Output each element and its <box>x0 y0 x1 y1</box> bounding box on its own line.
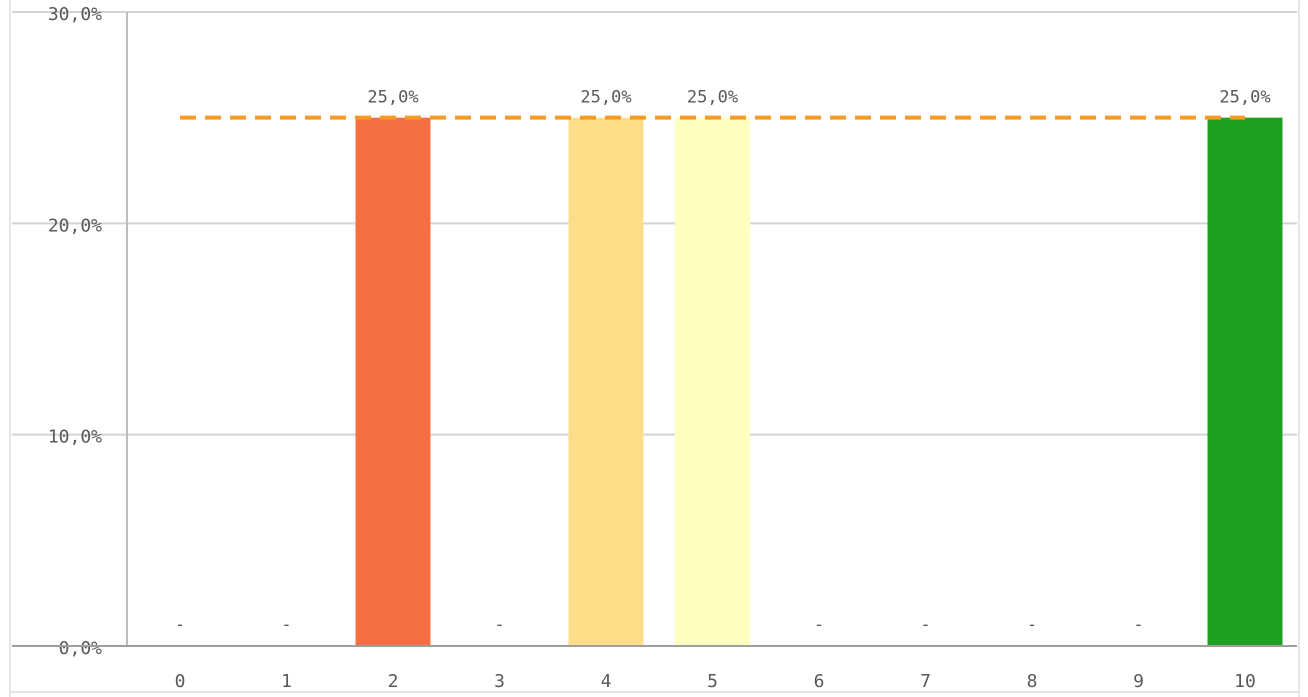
x-tick-label: 1 <box>281 671 292 692</box>
bar-2[interactable] <box>355 117 431 646</box>
y-tick-label: 10,0% <box>48 427 102 448</box>
bar-5[interactable] <box>675 117 750 646</box>
data-label: - <box>1133 615 1143 635</box>
data-label: 25,0% <box>687 88 738 108</box>
y-axis-ticks: 0,0% 10,0% 20,0% 30,0% <box>48 4 102 659</box>
data-label: - <box>494 615 504 635</box>
x-tick-label: 3 <box>494 671 505 692</box>
x-tick-label: 0 <box>175 671 186 692</box>
bar-4[interactable] <box>568 117 644 646</box>
x-tick-label: 10 <box>1234 671 1256 692</box>
x-axis-ticks: 0 1 2 3 4 5 6 7 8 9 10 <box>175 671 1256 692</box>
y-tick-label: 30,0% <box>48 4 102 25</box>
data-label: - <box>1027 615 1037 635</box>
x-tick-label: 8 <box>1027 671 1038 692</box>
y-tick-label: 20,0% <box>48 215 102 236</box>
data-label: 25,0% <box>367 88 418 108</box>
x-tick-label: 7 <box>920 671 931 692</box>
y-tick-label: 0,0% <box>59 638 103 659</box>
data-label: - <box>175 615 185 635</box>
data-labels: - - 25,0% - 25,0% 25,0% - - - - 25,0% <box>175 88 1271 635</box>
data-label: - <box>920 615 930 635</box>
x-tick-label: 2 <box>388 671 399 692</box>
data-label: 25,0% <box>580 88 631 108</box>
data-label: 25,0% <box>1219 88 1270 108</box>
bars <box>355 117 1283 646</box>
x-tick-label: 4 <box>601 671 612 692</box>
data-label: - <box>281 615 291 635</box>
bar-10[interactable] <box>1207 117 1283 646</box>
x-tick-label: 9 <box>1133 671 1144 692</box>
data-label: - <box>814 615 824 635</box>
gridlines <box>12 11 1297 436</box>
x-tick-label: 6 <box>814 671 825 692</box>
x-tick-label: 5 <box>707 671 718 692</box>
